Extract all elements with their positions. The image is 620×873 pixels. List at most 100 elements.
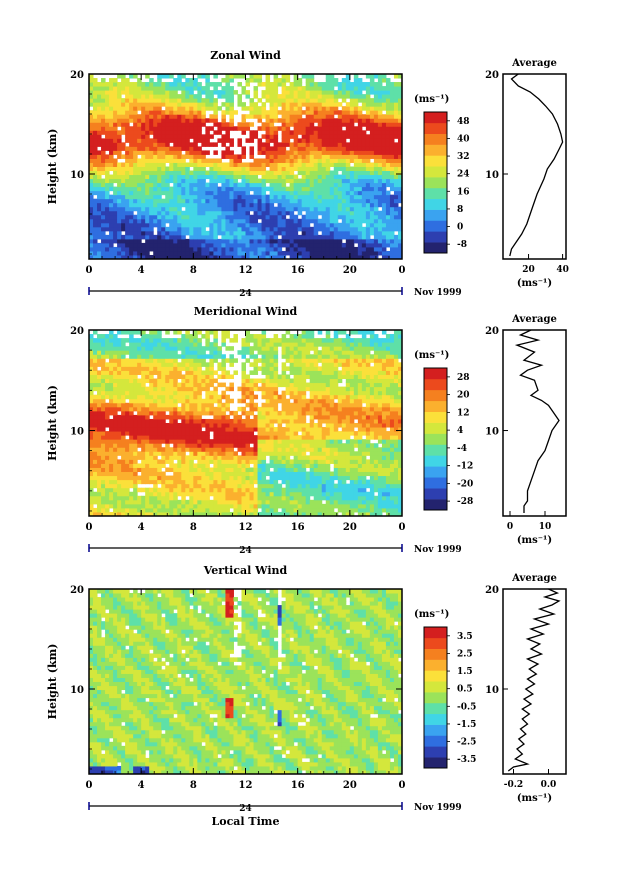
heatmap-cell bbox=[133, 206, 138, 212]
heatmap-cell bbox=[329, 242, 335, 248]
heatmap-cell bbox=[117, 206, 122, 212]
heatmap-cell bbox=[241, 370, 246, 375]
heatmap-cell bbox=[89, 170, 94, 176]
heatmap-cell bbox=[93, 102, 98, 107]
heatmap-cell bbox=[169, 118, 174, 123]
heatmap-cell bbox=[301, 122, 307, 127]
heatmap-cell bbox=[393, 246, 399, 252]
heatmap-cell bbox=[93, 186, 98, 192]
heatmap-cell bbox=[357, 178, 363, 184]
heatmap-cell bbox=[201, 138, 206, 143]
heatmap-cell bbox=[149, 382, 154, 388]
heatmap-cell bbox=[393, 182, 399, 188]
heatmap-cell bbox=[189, 210, 194, 216]
heatmap-cell bbox=[361, 194, 367, 200]
heatmap-cell bbox=[365, 238, 371, 244]
heatmap-cell bbox=[173, 354, 178, 359]
heatmap-cell bbox=[201, 479, 206, 485]
heatmap-cell bbox=[141, 334, 146, 339]
heatmap-cell bbox=[177, 499, 182, 505]
heatmap-cell bbox=[313, 230, 319, 236]
heatmap-cell bbox=[181, 106, 186, 111]
heatmap-cell bbox=[349, 146, 355, 151]
heatmap-cell bbox=[173, 82, 178, 87]
heatmap-cell bbox=[137, 94, 142, 99]
heatmap-cell bbox=[101, 435, 106, 440]
heatmap-cell bbox=[189, 418, 194, 424]
heatmap-cell bbox=[133, 254, 138, 260]
heatmap-cell bbox=[209, 342, 214, 347]
colorbar-swatch bbox=[424, 177, 447, 189]
heatmap-cell bbox=[305, 78, 311, 83]
heatmap-cell bbox=[181, 491, 186, 497]
heatmap-cell bbox=[281, 118, 287, 123]
heatmap-cell bbox=[309, 158, 315, 163]
heatmap-cell bbox=[145, 82, 150, 87]
heatmap-cell bbox=[121, 102, 126, 107]
heatmap-cell bbox=[101, 358, 106, 363]
heatmap-cell bbox=[101, 459, 106, 464]
heatmap-cell bbox=[373, 210, 379, 216]
heatmap-cell bbox=[281, 182, 287, 188]
heatmap-cell bbox=[221, 246, 226, 252]
heatmap-cell bbox=[309, 154, 315, 159]
heatmap-cell bbox=[89, 503, 94, 509]
heatmap-cell bbox=[225, 242, 230, 248]
heatmap-cell bbox=[161, 74, 166, 79]
heatmap-cell bbox=[121, 226, 126, 232]
heatmap-cell bbox=[189, 427, 194, 432]
heatmap-cell bbox=[293, 78, 299, 83]
heatmap-cell bbox=[117, 451, 122, 456]
heatmap-cell bbox=[129, 382, 134, 388]
heatmap-cell bbox=[189, 354, 194, 359]
heatmap-cell bbox=[397, 154, 403, 159]
heatmap-cell bbox=[145, 455, 150, 460]
heatmap-cell bbox=[177, 114, 182, 119]
heatmap-cell bbox=[93, 378, 98, 384]
heatmap-cell bbox=[109, 86, 114, 91]
heatmap-cell bbox=[197, 190, 202, 196]
heatmap-cell bbox=[341, 242, 347, 248]
heatmap-cell bbox=[377, 154, 383, 159]
heatmap-cell bbox=[385, 202, 391, 208]
heatmap-cell bbox=[185, 150, 190, 155]
heatmap-cell bbox=[281, 174, 287, 180]
heatmap-cell bbox=[125, 250, 130, 256]
heatmap-cell bbox=[189, 390, 194, 396]
heatmap-cell bbox=[393, 238, 399, 244]
heatmap-cell bbox=[129, 134, 134, 139]
heatmap-cell bbox=[169, 234, 174, 240]
heatmap-cell bbox=[357, 246, 363, 252]
heatmap-cell bbox=[93, 443, 98, 448]
heatmap-cell bbox=[325, 118, 331, 123]
heatmap-cell bbox=[97, 410, 102, 416]
heatmap-cell bbox=[93, 406, 98, 412]
heatmap-cell bbox=[233, 418, 238, 424]
heatmap-cell bbox=[117, 511, 122, 517]
heatmap-cell bbox=[241, 483, 246, 489]
heatmap-cell bbox=[101, 483, 106, 489]
heatmap-cell bbox=[101, 126, 106, 131]
heatmap-cell bbox=[309, 86, 315, 91]
heatmap-cell bbox=[385, 154, 391, 159]
heatmap-cell bbox=[341, 222, 347, 228]
heatmap-cell bbox=[89, 342, 94, 347]
heatmap-cell bbox=[373, 166, 379, 172]
heatmap-cell bbox=[113, 134, 118, 139]
heatmap-cell bbox=[141, 431, 146, 436]
heatmap-cell bbox=[397, 150, 403, 155]
heatmap-cell bbox=[205, 366, 210, 371]
heatmap-cell bbox=[393, 134, 399, 139]
heatmap-cell bbox=[89, 146, 94, 151]
heatmap-cell bbox=[269, 94, 275, 99]
heatmap-cell bbox=[89, 206, 94, 212]
heatmap-cell bbox=[201, 166, 206, 172]
heatmap-cell bbox=[117, 90, 122, 95]
heatmap-cell bbox=[109, 218, 114, 224]
heatmap-cell bbox=[317, 154, 323, 159]
heatmap-cell bbox=[369, 130, 375, 135]
heatmap-cell bbox=[301, 182, 307, 188]
heatmap-cell bbox=[293, 118, 299, 123]
heatmap-cell bbox=[277, 162, 283, 167]
heatmap-cell bbox=[177, 447, 182, 452]
